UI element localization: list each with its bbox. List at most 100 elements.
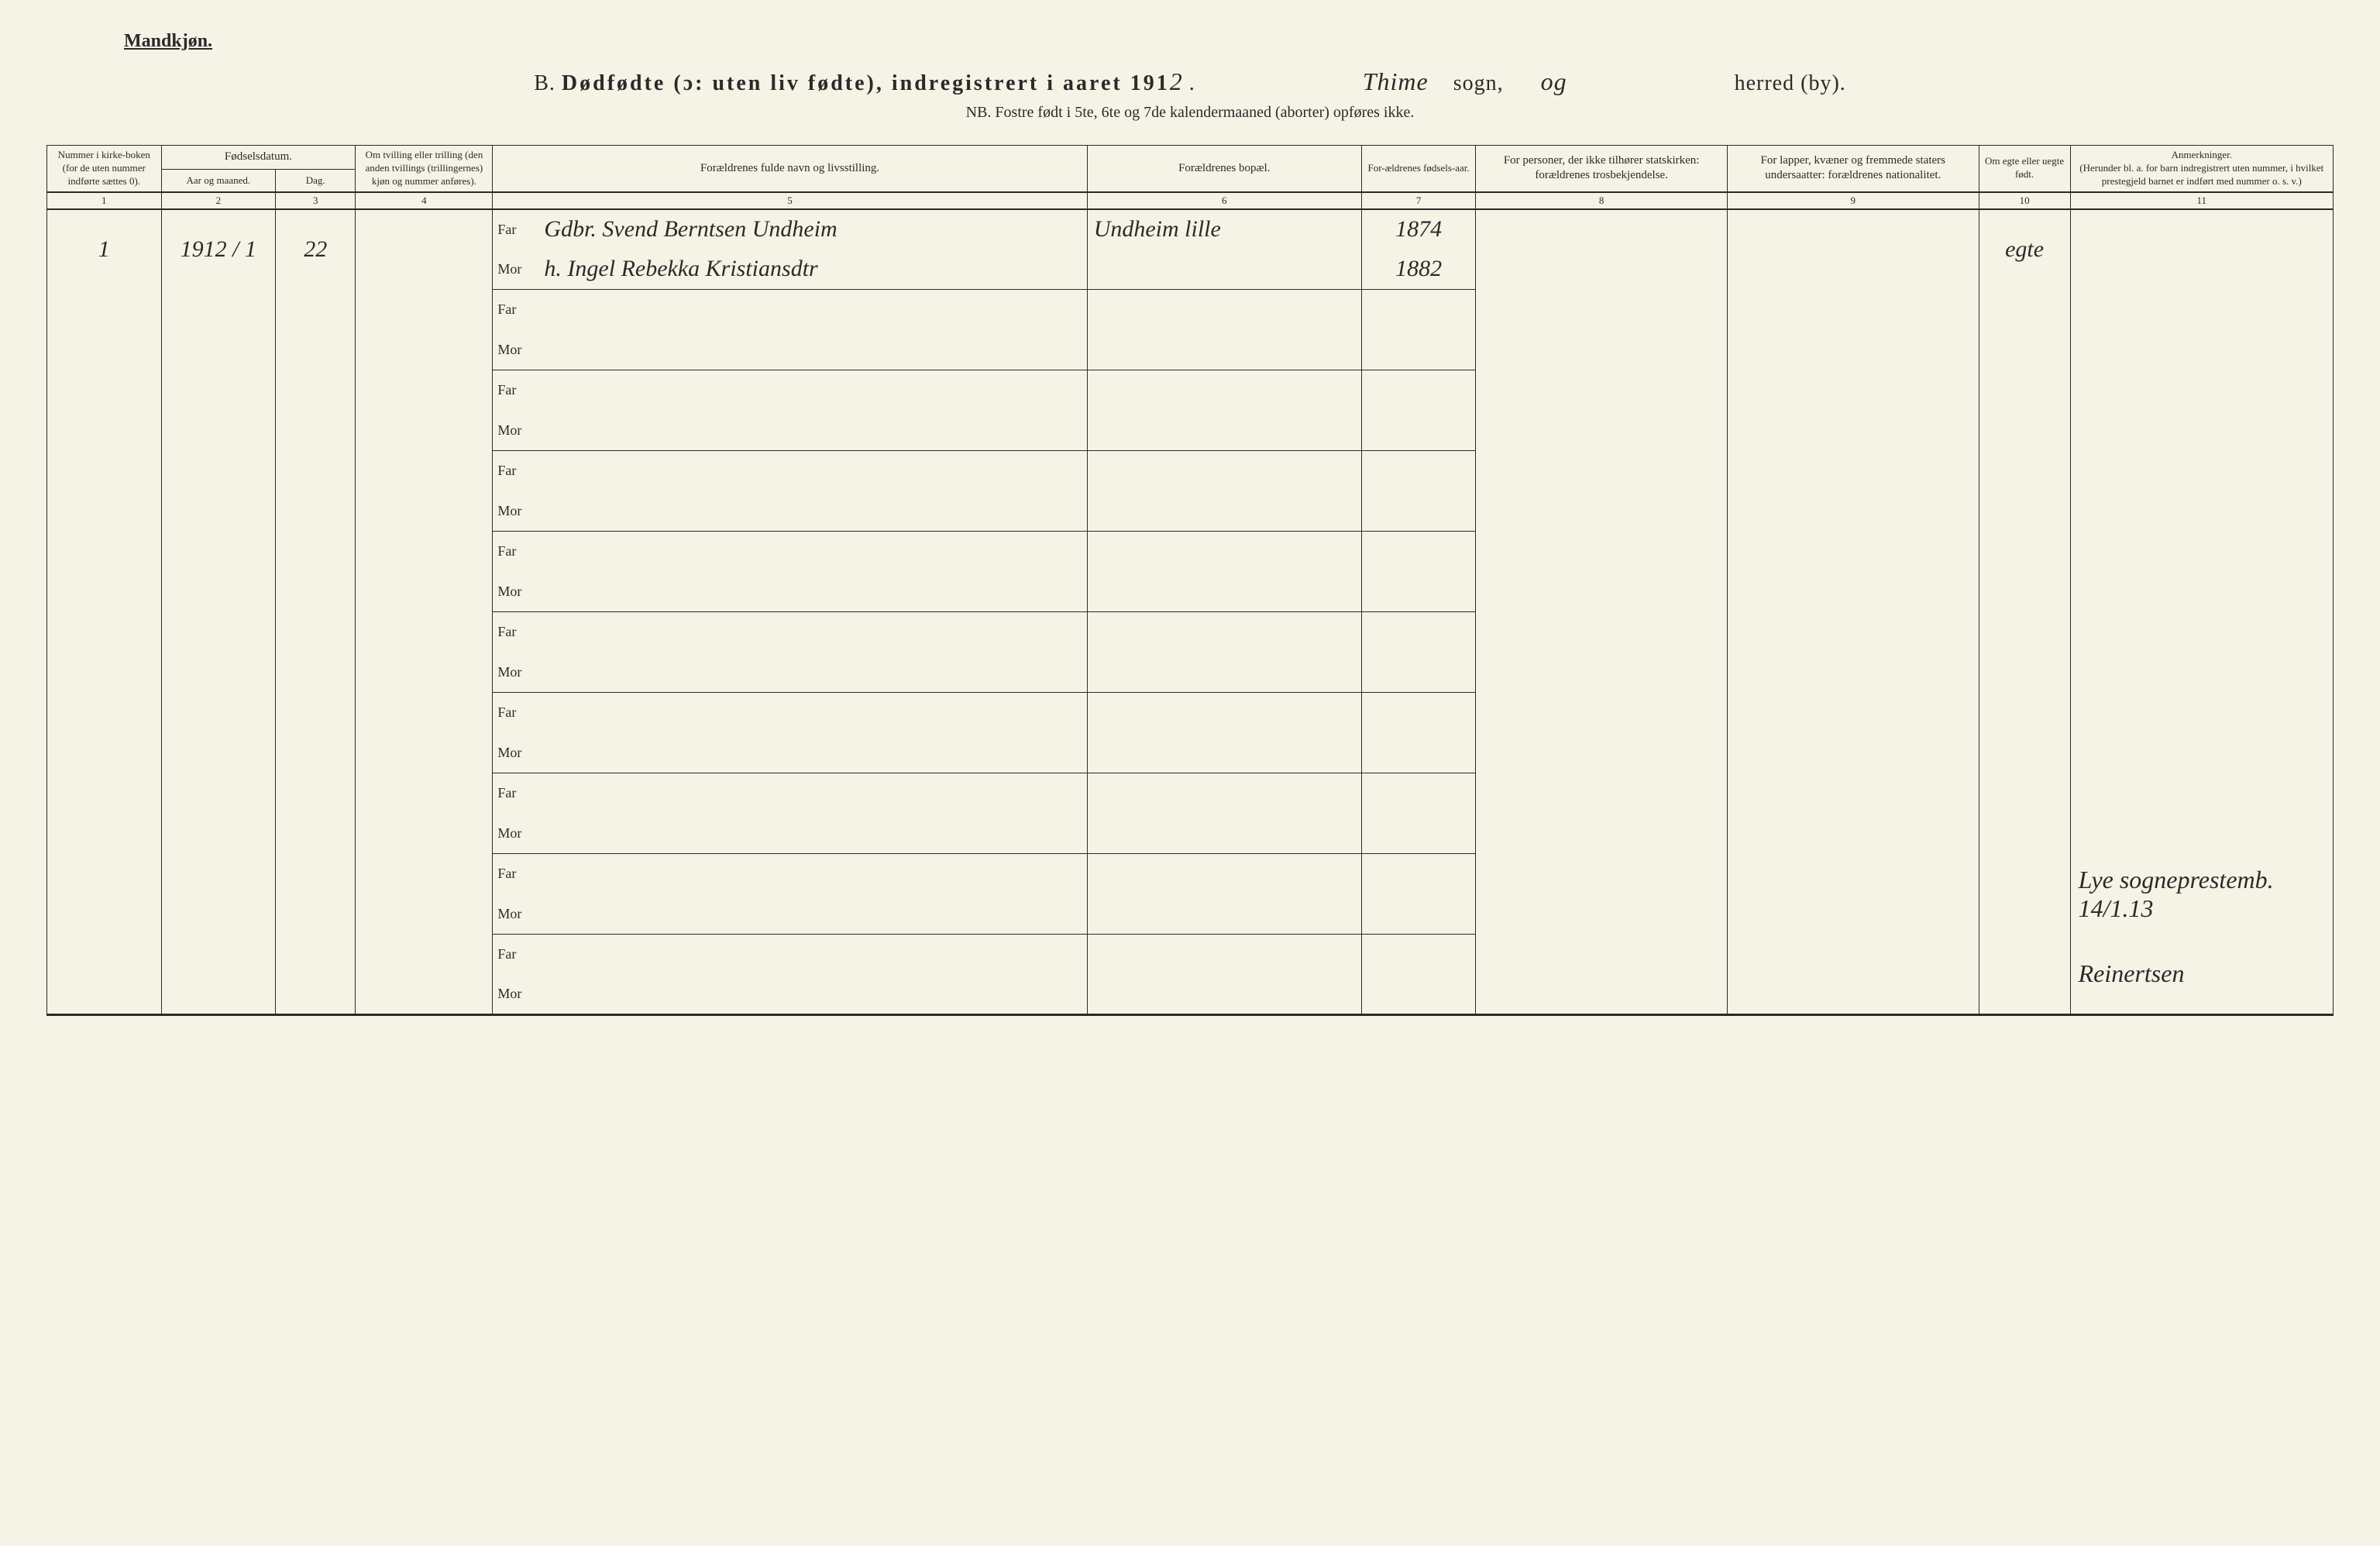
table-row: FarReinertsen (47, 935, 2334, 975)
cell-mor-bopael (1087, 491, 1361, 532)
cell-far-bopael (1087, 935, 1361, 975)
cell-twin (356, 370, 493, 451)
cell-twin (356, 532, 493, 612)
cell-year-month (161, 290, 276, 370)
table-row: Far (47, 290, 2334, 330)
cell-mor-year: 1882 (1361, 250, 1476, 290)
cell-c9 (1727, 773, 1979, 854)
cell-mor-name: Mor (493, 814, 1087, 854)
cell-year-month (161, 773, 276, 854)
cell-num (47, 290, 162, 370)
cell-mor-name: Mor (493, 975, 1087, 1015)
colnum: 5 (493, 192, 1087, 209)
cell-day (276, 290, 356, 370)
col-header-11: Anmerkninger. (Herunder bl. a. for barn … (2070, 146, 2333, 192)
colnum: 7 (1361, 192, 1476, 209)
cell-anm (2070, 693, 2333, 773)
cell-far-year (1361, 532, 1476, 572)
colnum: 6 (1087, 192, 1361, 209)
cell-egte (1979, 290, 2070, 370)
cell-far-year (1361, 773, 1476, 814)
table-row: Far (47, 693, 2334, 733)
colnum: 2 (161, 192, 276, 209)
cell-twin (356, 290, 493, 370)
col-header-7: For-ældrenes fødsels-aar. (1361, 146, 1476, 192)
cell-mor-year (1361, 330, 1476, 370)
table-row: Far (47, 773, 2334, 814)
cell-mor-year (1361, 491, 1476, 532)
note-line: NB. Fostre født i 5te, 6te og 7de kalend… (46, 104, 2334, 122)
cell-c9 (1727, 693, 1979, 773)
cell-year-month (161, 612, 276, 693)
cell-mor-name: Mor (493, 572, 1087, 612)
cell-day (276, 370, 356, 451)
table-header: Nummer i kirke-boken (for de uten nummer… (47, 146, 2334, 209)
cell-num (47, 693, 162, 773)
colnum: 11 (2070, 192, 2333, 209)
cell-far-name: Far (493, 451, 1087, 491)
cell-num (47, 532, 162, 612)
cell-day: 22 (276, 209, 356, 290)
cell-far-year (1361, 612, 1476, 652)
col-header-10: Om egte eller uegte født. (1979, 146, 2070, 192)
cell-c8 (1476, 209, 1728, 290)
cell-mor-name: Mor (493, 894, 1087, 935)
cell-day (276, 451, 356, 532)
cell-year-month: 1912 / 1 (161, 209, 276, 290)
cell-mor-name: Mor (493, 733, 1087, 773)
cell-far-bopael (1087, 290, 1361, 330)
cell-egte (1979, 532, 2070, 612)
table-row: Far (47, 370, 2334, 411)
cell-mor-name: Morh. Ingel Rebekka Kristiansdtr (493, 250, 1087, 290)
cell-year-month (161, 935, 276, 1015)
cell-twin (356, 854, 493, 935)
cell-mor-bopael (1087, 411, 1361, 451)
col-header-11-title: Anmerkninger. (2172, 149, 2232, 160)
cell-c8 (1476, 693, 1728, 773)
cell-far-name: Far (493, 693, 1087, 733)
cell-num: 1 (47, 209, 162, 290)
cell-egte (1979, 854, 2070, 935)
cell-mor-bopael (1087, 572, 1361, 612)
cell-mor-bopael (1087, 814, 1361, 854)
sogn-value: Thime (1363, 67, 1429, 95)
cell-twin (356, 773, 493, 854)
cell-egte (1979, 935, 2070, 1015)
cell-far-year (1361, 370, 1476, 411)
colnum: 8 (1476, 192, 1728, 209)
cell-mor-year (1361, 652, 1476, 693)
section-letter: B. (534, 71, 555, 95)
cell-egte: egte (1979, 209, 2070, 290)
year-suffix: 2 (1170, 67, 1183, 95)
cell-c8 (1476, 451, 1728, 532)
cell-far-year (1361, 451, 1476, 491)
cell-far-year (1361, 693, 1476, 733)
cell-egte (1979, 612, 2070, 693)
cell-twin (356, 209, 493, 290)
cell-far-name: Far (493, 612, 1087, 652)
cell-c9 (1727, 612, 1979, 693)
cell-anm (2070, 532, 2333, 612)
cell-mor-bopael (1087, 733, 1361, 773)
col-header-6: Forældrenes bopæl. (1087, 146, 1361, 192)
col-header-2-span: Fødselsdatum. (161, 146, 356, 170)
cell-num (47, 773, 162, 854)
cell-far-name: FarGdbr. Svend Berntsen Undheim (493, 209, 1087, 250)
cell-anm (2070, 290, 2333, 370)
sogn-label: sogn, (1453, 71, 1504, 95)
gender-heading: Mandkjøn. (124, 31, 2334, 52)
cell-mor-year (1361, 411, 1476, 451)
col-header-2b: Dag. (276, 170, 356, 192)
cell-num (47, 935, 162, 1015)
cell-far-year: 1874 (1361, 209, 1476, 250)
cell-far-name: Far (493, 773, 1087, 814)
cell-day (276, 854, 356, 935)
cell-c8 (1476, 532, 1728, 612)
cell-far-bopael (1087, 612, 1361, 652)
cell-mor-bopael (1087, 250, 1361, 290)
cell-c8 (1476, 612, 1728, 693)
cell-far-year (1361, 935, 1476, 975)
cell-day (276, 935, 356, 1015)
cell-mor-year (1361, 733, 1476, 773)
col-header-4: Om tvilling eller trilling (den anden tv… (356, 146, 493, 192)
